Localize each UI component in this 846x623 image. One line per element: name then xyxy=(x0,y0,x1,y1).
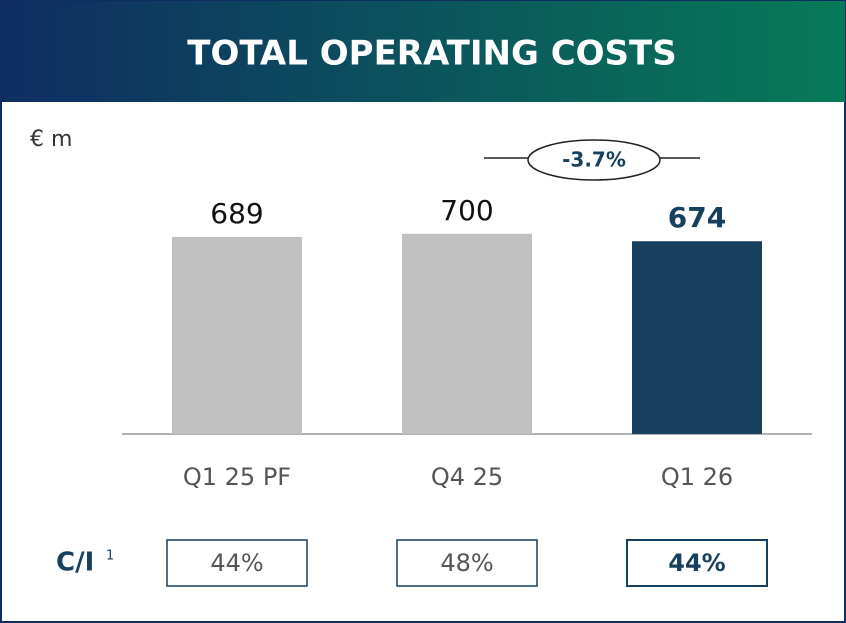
value-label: 674 xyxy=(668,201,726,234)
ratio-value: 44% xyxy=(210,549,263,577)
unit-label: € m xyxy=(30,127,72,152)
ratio-box xyxy=(166,539,308,587)
bar xyxy=(402,233,532,434)
x-tick-label: Q4 25 xyxy=(431,463,503,491)
annotation: -3.7% xyxy=(562,148,626,172)
value-label: 689 xyxy=(210,197,263,230)
ratio-footnote: 1 xyxy=(106,549,114,564)
chart-title: TOTAL OPERATING COSTS xyxy=(187,34,676,74)
ratio-box xyxy=(396,539,538,587)
x-tick-label: Q1 26 xyxy=(661,463,733,491)
bar xyxy=(632,241,762,434)
ratio-box xyxy=(626,539,768,587)
bar xyxy=(172,236,302,434)
value-label: 700 xyxy=(440,194,493,227)
header xyxy=(1,1,845,102)
ratio-value: 44% xyxy=(668,549,725,577)
ratio-value: 48% xyxy=(440,549,493,577)
annotation-bubble xyxy=(527,139,661,181)
ratio-label: C/I xyxy=(56,548,94,578)
x-tick-label: Q1 25 PF xyxy=(183,463,291,491)
